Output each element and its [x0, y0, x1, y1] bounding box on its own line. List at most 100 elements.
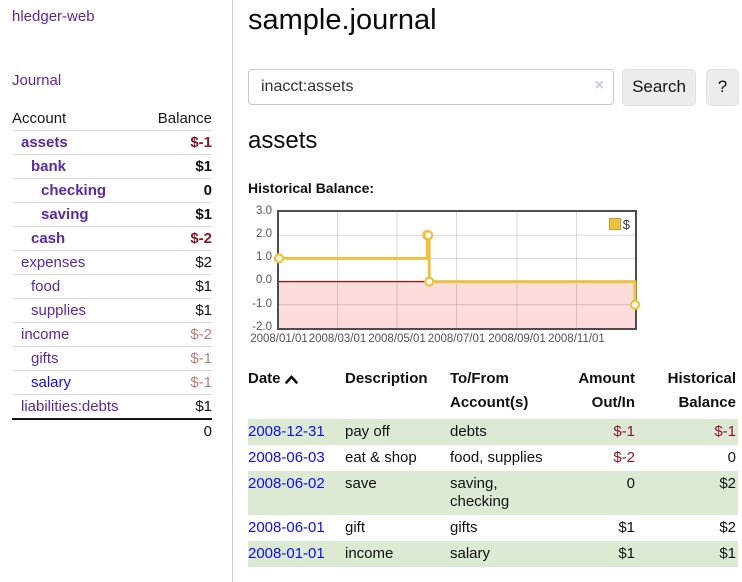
chart-canvas [273, 211, 641, 328]
legend-swatch-icon [608, 218, 621, 231]
account-balance: $-2 [190, 230, 212, 247]
account-link-assets[interactable]: assets [21, 134, 68, 151]
chart-plot-area: $ [273, 209, 641, 330]
account-row: liabilities:debts $1 [12, 394, 212, 418]
account-balance: $1 [195, 302, 212, 319]
register-row: 2008-06-01 gift gifts $1 $2 [248, 515, 738, 541]
accounts-cell: saving, checking [450, 474, 510, 510]
account-link-saving[interactable]: saving [41, 206, 89, 223]
amount-cell: 0 [626, 474, 635, 492]
account-link-cash[interactable]: cash [31, 230, 66, 247]
accounts-cell: salary [450, 544, 491, 562]
account-balance: $1 [195, 206, 212, 223]
date-link[interactable]: 2008-06-01 [248, 518, 325, 536]
account-balance: $1 [195, 398, 212, 415]
account-link-income[interactable]: income [21, 326, 70, 343]
balance-cell: $2 [719, 518, 736, 536]
accounts-table: Account Balance assets $-1 bank $1 check… [12, 106, 212, 442]
account-row: gifts $-1 [12, 346, 212, 370]
y-axis-tick-label: -2.0 [252, 320, 272, 333]
y-axis-tick-label: -1.0 [252, 297, 272, 310]
accounts-cell: debts [450, 422, 487, 440]
x-axis-tick-label: 2008/07/01 [427, 332, 486, 345]
account-link-supplies[interactable]: supplies [31, 302, 87, 319]
balance-cell: $2 [719, 474, 736, 492]
sidebar: hledger-web Journal Account Balance asse… [0, 0, 233, 582]
clear-search-icon[interactable]: × [594, 76, 604, 94]
chart-heading: Historical Balance: [248, 179, 375, 196]
date-link[interactable]: 2008-06-02 [248, 474, 325, 492]
y-axis-tick-label: 1.0 [256, 251, 272, 264]
search-input[interactable] [248, 68, 614, 105]
historical-balance-chart: 3.0 2.0 1.0 0.0 -1.0 -2.0 $ 2008/01/01 2008/03… [248, 205, 742, 347]
page-title: sample.journal [248, 4, 437, 36]
date-link[interactable]: 2008-06-03 [248, 448, 325, 466]
date-column-header[interactable]: Date [248, 365, 345, 419]
account-link-food[interactable]: food [31, 278, 61, 295]
balance-cell: 0 [727, 448, 736, 466]
register-row: 2008-01-01 income salary $1 $1 [248, 540, 738, 567]
account-row: saving $1 [12, 202, 212, 226]
amount-cell: $-2 [613, 448, 635, 466]
account-row: food $1 [12, 274, 212, 298]
account-row: cash $-2 [12, 226, 212, 250]
amount-column-header: Amount Out/In [578, 369, 635, 411]
account-balance: $1 [195, 278, 212, 295]
x-axis-tick-label: 2008/03/01 [308, 332, 367, 345]
account-row: bank $1 [12, 154, 212, 178]
y-axis-tick-label: 3.0 [256, 204, 272, 217]
y-axis-tick-label: 2.0 [256, 228, 272, 241]
chart-legend: $ [608, 216, 630, 232]
accounts-cell: gifts [450, 518, 478, 536]
account-balance: $-1 [190, 134, 212, 151]
accounts-total-value: 0 [203, 422, 212, 440]
help-button[interactable]: ? [706, 68, 739, 106]
account-page-title: assets [248, 126, 318, 154]
account-row: expenses $2 [12, 250, 212, 274]
account-balance: 0 [203, 182, 212, 199]
account-balance: $-1 [190, 374, 212, 391]
account-balance: $1 [195, 158, 212, 175]
date-link[interactable]: 2008-12-31 [248, 422, 325, 440]
date-link[interactable]: 2008-01-01 [248, 544, 325, 562]
account-link-bank[interactable]: bank [31, 158, 67, 175]
account-link-salary[interactable]: salary [31, 374, 72, 391]
balance-column-header: Historical Balance [667, 369, 736, 411]
register-header-row: Date Description To/From Account(s) Amou… [248, 365, 738, 419]
accounts-cell: food, supplies [450, 448, 543, 466]
main-content: sample.journal × Search ? assets Histori… [248, 0, 742, 567]
accounts-table-header: Account Balance [12, 106, 212, 130]
description-cell: pay off [345, 422, 390, 440]
sort-ascending-icon [284, 375, 298, 384]
brand-link[interactable]: hledger-web [12, 8, 95, 25]
y-axis-tick-label: 0.0 [256, 274, 272, 287]
account-row: salary $-1 [12, 370, 212, 394]
balance-cell: $1 [719, 544, 736, 562]
x-axis-tick-label: 2008/05/01 [368, 332, 426, 345]
account-balance: $-1 [190, 350, 212, 367]
description-cell: save [345, 474, 377, 492]
account-link-checking[interactable]: checking [41, 182, 107, 199]
description-column-header: Description [345, 369, 428, 387]
x-axis-tick-label: 2008/01/01 [250, 332, 308, 345]
sidebar-item-journal[interactable]: Journal [12, 72, 62, 89]
amount-cell: $-1 [613, 422, 635, 440]
x-axis-tick-label: 2008/09/01 [488, 332, 546, 345]
accounts-column-header: To/From Account(s) [450, 369, 529, 411]
account-link-expenses[interactable]: expenses [21, 254, 86, 271]
search-box: × [248, 68, 614, 106]
balance-cell: $-1 [714, 422, 736, 440]
search-button[interactable]: Search [622, 68, 696, 106]
description-cell: eat & shop [345, 448, 417, 466]
accounts-total-row: 0 [12, 418, 212, 442]
description-cell: gift [345, 518, 366, 536]
amount-cell: $1 [618, 518, 635, 536]
account-balance: $-2 [190, 326, 212, 343]
legend-label: $ [622, 216, 630, 232]
account-link-gifts[interactable]: gifts [31, 350, 59, 367]
date-header-label: Date [248, 369, 281, 387]
account-row: checking 0 [12, 178, 212, 202]
description-cell: income [345, 544, 394, 562]
account-link-liabilities-debts[interactable]: liabilities:debts [21, 398, 119, 415]
account-column-header: Account [12, 109, 67, 127]
